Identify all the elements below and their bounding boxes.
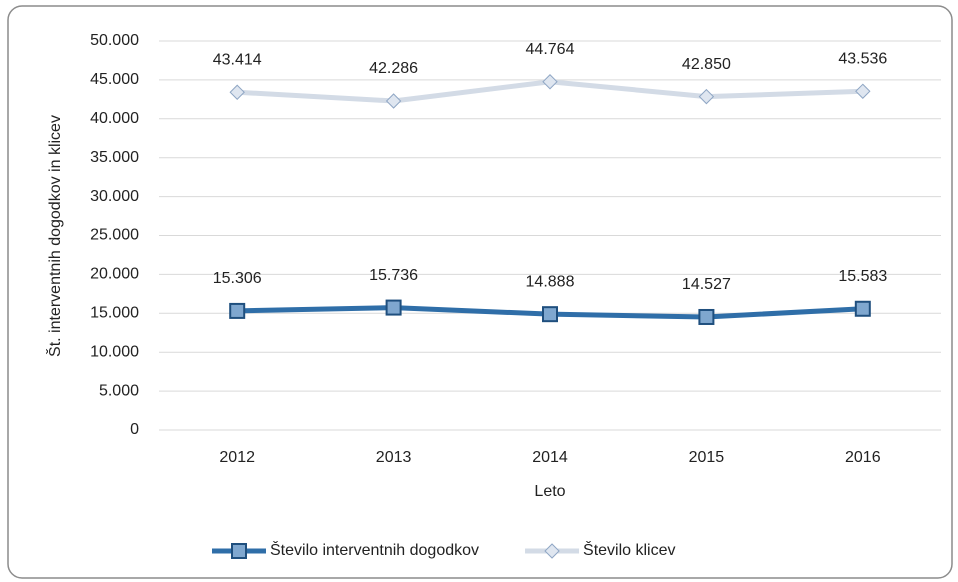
x-tick-label: 2013 xyxy=(376,449,412,466)
marker xyxy=(229,302,246,319)
y-tick-label: 10.000 xyxy=(90,343,139,360)
x-tick-label: 2012 xyxy=(219,449,255,466)
chart-frame xyxy=(7,5,953,579)
legend-label: Število interventnih dogodkov xyxy=(270,540,479,559)
marker xyxy=(229,84,245,100)
y-tick-label: 45.000 xyxy=(90,71,139,88)
y-tick-label: 5.000 xyxy=(99,382,139,399)
marker xyxy=(544,543,560,559)
y-tick-label: 25.000 xyxy=(90,227,139,244)
data-label: 43.536 xyxy=(838,51,887,68)
marker xyxy=(385,93,402,109)
legend-label: Število klicev xyxy=(583,540,675,559)
data-label: 43.414 xyxy=(213,51,262,68)
y-axis-label: Št. interventnih dogodkov in klicev xyxy=(45,115,64,357)
y-tick-label: 50.000 xyxy=(90,32,139,49)
x-tick-label: 2015 xyxy=(689,449,725,466)
y-tick-label: 20.000 xyxy=(90,266,139,283)
marker xyxy=(231,543,247,559)
marker xyxy=(855,83,871,99)
data-label: 14.527 xyxy=(682,276,731,293)
marker xyxy=(698,88,715,105)
data-label: 15.306 xyxy=(213,270,262,287)
x-tick-label: 2016 xyxy=(845,449,881,466)
y-tick-label: 0 xyxy=(130,421,139,438)
marker xyxy=(542,306,558,323)
data-label: 14.888 xyxy=(526,273,575,290)
marker xyxy=(542,74,558,90)
data-label: 42.286 xyxy=(369,60,418,77)
data-label: 42.850 xyxy=(682,56,731,73)
marker xyxy=(698,308,715,325)
y-tick-label: 30.000 xyxy=(90,188,139,205)
y-tick-label: 35.000 xyxy=(90,149,139,166)
x-axis-label: Leto xyxy=(534,483,565,500)
y-tick-label: 15.000 xyxy=(90,305,139,322)
marker xyxy=(854,300,871,317)
data-label: 15.583 xyxy=(838,268,887,285)
data-label: 44.764 xyxy=(526,41,575,58)
marker xyxy=(385,299,402,316)
y-tick-label: 40.000 xyxy=(90,110,139,127)
x-tick-label: 2014 xyxy=(532,449,568,466)
data-label: 15.736 xyxy=(369,267,418,284)
